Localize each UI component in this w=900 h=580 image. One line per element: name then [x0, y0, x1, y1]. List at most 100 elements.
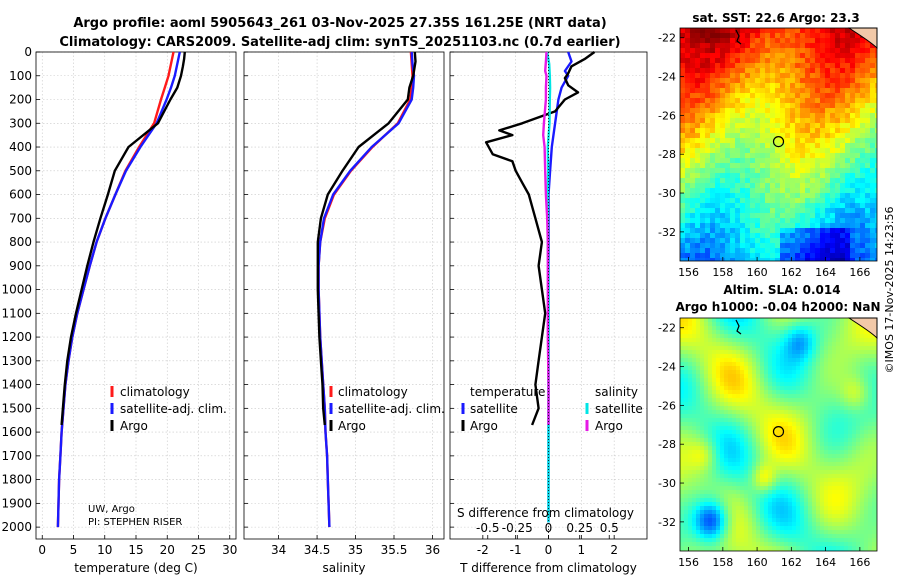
map-cell [772, 538, 777, 543]
map-cell [848, 426, 853, 431]
map-cell [705, 63, 711, 69]
map-cell [724, 382, 729, 387]
map-cell [752, 318, 757, 323]
map-cell [852, 478, 857, 483]
map-cell [768, 418, 773, 423]
map-cell [870, 78, 876, 84]
map-cell [780, 450, 785, 455]
map-cell [828, 498, 833, 503]
map-cell [785, 28, 791, 34]
map-cell [688, 338, 693, 343]
map-cell [740, 330, 745, 335]
map-cell [805, 173, 811, 179]
map-cell [764, 430, 769, 435]
map-cell [795, 118, 801, 124]
map-cell [685, 93, 691, 99]
map-cell [790, 53, 796, 59]
map-cell [730, 183, 736, 189]
map-cell [795, 158, 801, 164]
map-cell [836, 326, 841, 331]
map-cell [836, 530, 841, 535]
map-cell [830, 193, 836, 199]
map-cell [835, 28, 841, 34]
map-cell [760, 148, 766, 154]
map-cell [800, 350, 805, 355]
map-cell [860, 88, 866, 94]
map-cell [768, 442, 773, 447]
map-cell [700, 390, 705, 395]
map-cell [748, 362, 753, 367]
map-cell [708, 318, 713, 323]
map-cell [780, 168, 786, 174]
map-cell [800, 506, 805, 511]
map-cell [775, 73, 781, 79]
map-cell [815, 243, 821, 249]
map-cell [696, 446, 701, 451]
map-cell [796, 378, 801, 383]
map-cell [820, 414, 825, 419]
map-cell [836, 550, 841, 551]
map-cell [708, 526, 713, 531]
map-cell [715, 238, 721, 244]
map-cell [800, 342, 805, 347]
map-cell [716, 402, 721, 407]
map-cell [805, 118, 811, 124]
map-cell [848, 530, 853, 535]
map-cell [696, 430, 701, 435]
map-cell [865, 238, 871, 244]
map-cell [856, 394, 861, 399]
map-cell [712, 530, 717, 535]
map-cell [732, 490, 737, 495]
map-cell [715, 78, 721, 84]
map-cell [696, 338, 701, 343]
map-cell [805, 163, 811, 169]
map-cell [720, 498, 725, 503]
map-cell [740, 103, 746, 109]
map-cell [820, 518, 825, 523]
map-cell [800, 366, 805, 371]
map-cell [688, 506, 693, 511]
map-cell [820, 482, 825, 487]
map-cell [785, 193, 791, 199]
map-cell [715, 118, 721, 124]
map-cell [700, 530, 705, 535]
map-cell [710, 98, 716, 104]
legend-label: satellite [595, 402, 643, 416]
map-cell [805, 33, 811, 39]
map-cell [680, 362, 685, 367]
map-cell [720, 330, 725, 335]
map-cell [752, 462, 757, 467]
map-cell [820, 462, 825, 467]
map-cell [715, 68, 721, 74]
map-cell [808, 466, 813, 471]
map-cell [772, 374, 777, 379]
map-cell [768, 474, 773, 479]
map-cell [690, 208, 696, 214]
map-cell [772, 386, 777, 391]
map-cell [688, 330, 693, 335]
map-cell [716, 462, 721, 467]
map-cell [860, 530, 865, 535]
map-cell [756, 470, 761, 475]
map-cell [800, 526, 805, 531]
map-cell [840, 173, 846, 179]
map-cell [680, 208, 686, 214]
map-cell [720, 203, 726, 209]
map-cell [792, 534, 797, 539]
map-cell [780, 466, 785, 471]
map-cell [708, 426, 713, 431]
map-cell [816, 354, 821, 359]
map-cell [860, 418, 865, 423]
map-cell [720, 470, 725, 475]
map-cell [828, 490, 833, 495]
map-cell [856, 434, 861, 439]
map-cell [712, 370, 717, 375]
map-cell [700, 93, 706, 99]
map-cell [790, 248, 796, 254]
title-line1: Argo profile: aoml 5905643_261 03-Nov-20… [73, 16, 606, 31]
map-cell [820, 470, 825, 475]
map-cell [740, 474, 745, 479]
map-cell [828, 454, 833, 459]
map-cell [710, 53, 716, 59]
map-cell [740, 163, 746, 169]
